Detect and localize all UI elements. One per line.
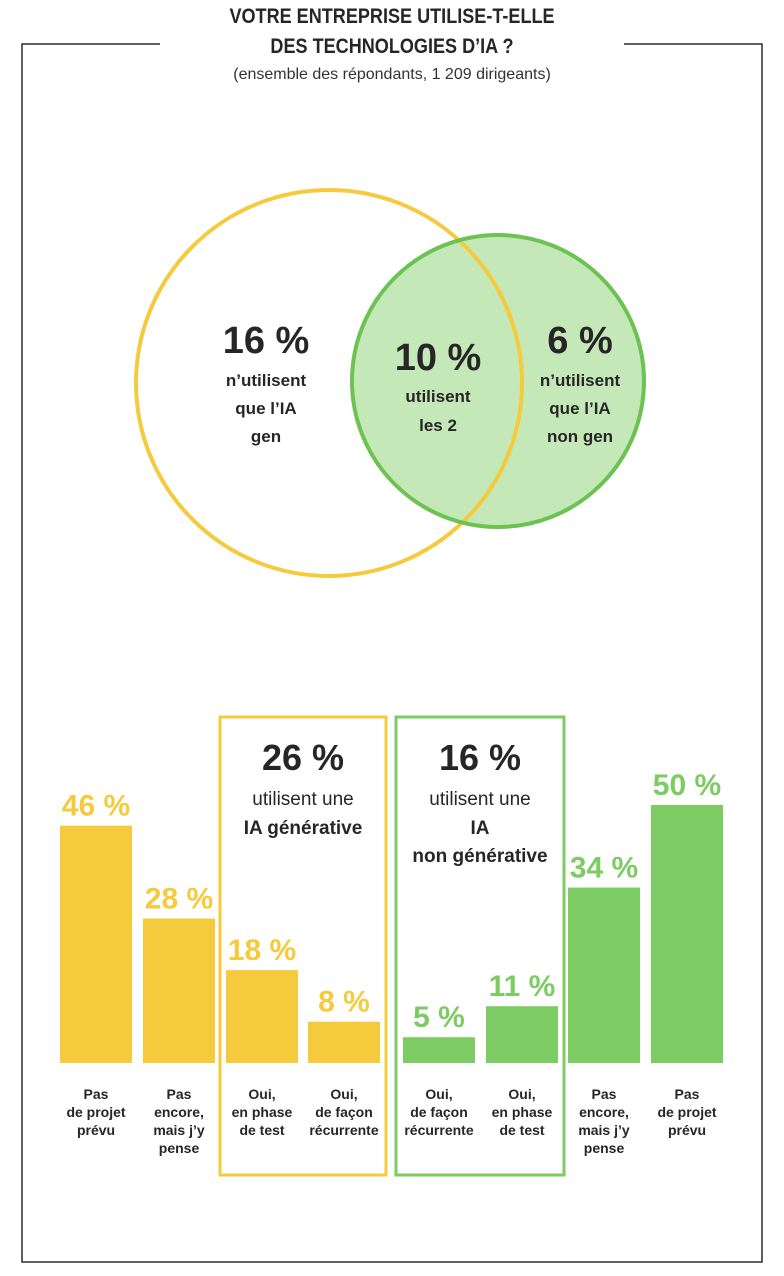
category-label: Oui, — [508, 1086, 535, 1102]
venn-middle-value: 10 % — [395, 337, 482, 379]
category-label: Pas — [592, 1086, 617, 1102]
venn-right-line1: n’utilisent — [540, 371, 621, 390]
category-label: de façon — [410, 1104, 468, 1120]
venn-right-value: 6 % — [547, 320, 612, 362]
category-label: Oui, — [425, 1086, 452, 1102]
venn-middle-line2: les 2 — [419, 416, 457, 435]
category-label: de façon — [315, 1104, 373, 1120]
bar-non-generative-1 — [403, 1037, 475, 1063]
category-label: encore, — [579, 1104, 629, 1120]
category-label: récurrente — [404, 1122, 473, 1138]
category-label: pense — [159, 1140, 200, 1156]
bar-value-label: 28 % — [145, 883, 213, 916]
bar-non-generative-4 — [651, 805, 723, 1063]
category-label: Pas — [84, 1086, 109, 1102]
bar-value-label: 50 % — [653, 769, 721, 802]
category-label: en phase — [492, 1104, 553, 1120]
bar-value-label: 5 % — [413, 1001, 465, 1034]
group-generative-value: 26 % — [262, 737, 344, 778]
category-label: encore, — [154, 1104, 204, 1120]
chart-title-line2: DES TECHNOLOGIES D’IA ? — [270, 35, 514, 58]
category-label: en phase — [232, 1104, 293, 1120]
bar-non-generative-2 — [486, 1006, 558, 1063]
group-frame-non-generative — [394, 715, 566, 1177]
category-label: mais j’y — [153, 1122, 205, 1138]
category-label: Oui, — [248, 1086, 275, 1102]
bar-generative-4 — [308, 1021, 380, 1063]
venn-middle-line1: utilisent — [405, 387, 471, 406]
venn-right-line2: que l’IA — [549, 399, 610, 418]
group-non-generative-line1: utilisent une — [429, 789, 530, 810]
group-generative-line2: IA générative — [244, 818, 363, 839]
group-non-generative-line3: non générative — [412, 846, 547, 867]
bar-generative-2 — [143, 918, 215, 1063]
chart-title: VOTRE ENTREPRISE UTILISE-T-ELLE DES TECH… — [55, 2, 729, 62]
category-label: Pas — [675, 1086, 700, 1102]
category-label: de projet — [657, 1104, 716, 1120]
bar-value-label: 18 % — [228, 934, 296, 967]
group-frame-generative — [218, 715, 388, 1177]
category-label: prévu — [668, 1122, 706, 1138]
bar-value-label: 11 % — [489, 970, 556, 1003]
venn-left-line1: n’utilisent — [226, 371, 307, 390]
group-non-generative-value: 16 % — [439, 737, 521, 778]
category-label: de projet — [66, 1104, 125, 1120]
category-label: pense — [584, 1140, 625, 1156]
venn-circle-non-gen-outline — [350, 233, 646, 529]
category-label: prévu — [77, 1122, 115, 1138]
category-label: de test — [239, 1122, 284, 1138]
venn-left-line3: gen — [251, 427, 281, 446]
category-label: Pas — [167, 1086, 192, 1102]
bar-value-label: 34 % — [570, 852, 638, 885]
category-label: Oui, — [330, 1086, 357, 1102]
bar-value-label: 8 % — [318, 986, 370, 1019]
bar-value-label: 46 % — [62, 790, 130, 823]
venn-left-value: 16 % — [223, 320, 310, 362]
venn-circle-gen — [134, 188, 524, 578]
bar-generative-3 — [226, 970, 298, 1063]
group-generative-line1: utilisent une — [252, 789, 353, 810]
venn-right-line3: non gen — [547, 427, 613, 446]
category-label: de test — [499, 1122, 544, 1138]
venn-left-line2: que l’IA — [235, 399, 296, 418]
chart-subtitle: (ensemble des répondants, 1 209 dirigean… — [233, 66, 551, 83]
group-non-generative-line2: IA — [471, 818, 490, 839]
bar-generative-1 — [60, 825, 132, 1063]
outer-frame — [21, 43, 763, 1263]
venn-diagram: 16 % n’utilisent que l’IA gen 10 % utili… — [134, 188, 646, 578]
venn-circle-non-gen — [352, 235, 644, 527]
category-label: récurrente — [309, 1122, 378, 1138]
chart-title-line1: VOTRE ENTREPRISE UTILISE-T-ELLE — [229, 5, 555, 28]
category-label: mais j’y — [578, 1122, 630, 1138]
bar-chart: 46 % Pas de projet prévu 28 % Pas encore, mais … — [60, 769, 723, 1156]
bar-non-generative-3 — [568, 887, 640, 1063]
